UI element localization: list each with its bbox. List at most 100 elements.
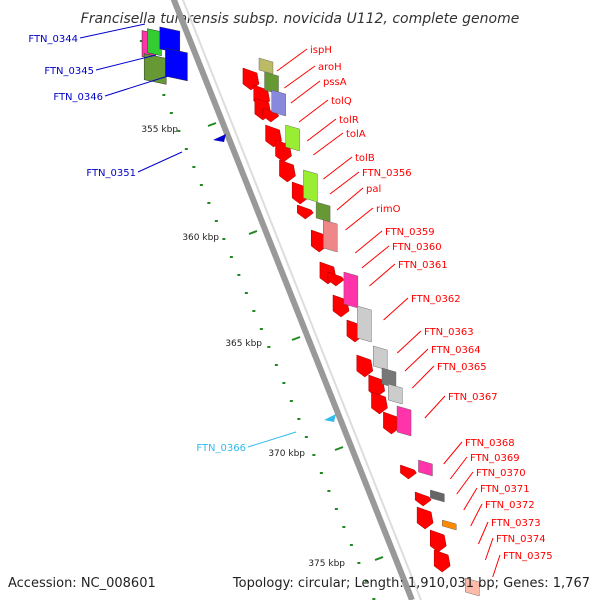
gene-leader-line <box>79 23 146 39</box>
scale-dot <box>199 184 203 186</box>
scale-tick-mark <box>291 336 301 341</box>
gene-leader-line <box>383 297 409 321</box>
scale-dot <box>169 112 173 114</box>
gene-label-right: FTN_0373 <box>491 518 541 529</box>
gene-label-right: FTN_0372 <box>485 500 535 511</box>
gene-leader-line <box>424 395 446 419</box>
scale-tick-label: 370 kbp <box>268 449 305 459</box>
scale-dot <box>229 256 233 258</box>
gene-label-right: tolA <box>346 129 366 140</box>
gene-arrow <box>433 549 451 573</box>
gene-leader-line <box>276 48 308 72</box>
scale-dot <box>282 382 286 384</box>
gene-label-right: rimO <box>376 204 401 215</box>
scale-dot <box>259 328 263 330</box>
gene-leader-line <box>470 503 483 527</box>
gene-label-right: FTN_0368 <box>465 438 515 449</box>
gene-block-left <box>165 47 188 82</box>
gene-label-right: pal <box>366 184 381 195</box>
gene-label-right: tolQ <box>331 96 352 107</box>
gene-block <box>418 459 433 477</box>
gene-leader-line <box>104 75 169 97</box>
gene-leader-line <box>323 156 353 180</box>
gene-label-left: FTN_0351 <box>86 168 136 179</box>
gene-arrow <box>400 464 417 480</box>
map-title: Francisella tularensis subsp. novicida U… <box>81 11 520 27</box>
accession-text: Accession: NC_008601 <box>8 576 156 591</box>
gene-label-right: FTN_0375 <box>503 551 553 562</box>
gene-leader-line <box>306 118 337 142</box>
gene-arrow <box>356 354 374 378</box>
gene-leader-line <box>492 554 501 578</box>
scale-dot <box>342 526 346 528</box>
gene-block-left <box>147 28 162 57</box>
gene-label-right: FTN_0359 <box>385 227 435 238</box>
gene-arrow <box>279 159 296 183</box>
scale-tick-label: 360 kbp <box>182 233 219 243</box>
scale-dot <box>184 148 188 150</box>
gene-leader-line <box>477 521 489 545</box>
gene-leader-line <box>456 471 474 495</box>
gene-label-right: aroH <box>318 62 342 73</box>
scale-dot <box>304 436 308 438</box>
gene-label-right: FTN_0371 <box>480 484 530 495</box>
scale-dot <box>222 238 226 240</box>
gene-block <box>430 489 445 503</box>
gene-block <box>303 169 318 203</box>
gene-leader-line <box>95 54 157 71</box>
gene-block <box>442 519 457 531</box>
gene-marker-ftn-0351 <box>213 134 226 142</box>
gene-leader-line <box>369 263 396 287</box>
gene-leader-line <box>396 330 422 354</box>
gene-label-right: tolB <box>355 153 375 164</box>
gene-block <box>388 383 403 405</box>
gene-leader-line <box>329 171 360 195</box>
gene-leader-line <box>484 537 494 561</box>
gene-block <box>396 405 412 437</box>
gene-label-right: FTN_0369 <box>470 453 520 464</box>
gene-label-right: FTN_0367 <box>448 392 498 403</box>
gene-block <box>373 345 388 371</box>
scale-tick-mark <box>248 230 258 235</box>
gene-leader-line <box>247 431 297 448</box>
gene-leader-line <box>412 365 435 389</box>
gene-block <box>323 219 338 253</box>
gene-arrow <box>327 271 345 287</box>
gene-label-right: FTN_0356 <box>362 168 412 179</box>
scale-dot <box>207 202 211 204</box>
scale-dot <box>214 220 218 222</box>
gene-block <box>343 271 359 309</box>
gene-leader-line <box>354 230 383 254</box>
gene-leader-line <box>361 245 390 269</box>
gene-block <box>357 305 372 343</box>
scale-tick-label: 355 kbp <box>141 125 178 135</box>
gene-label-right: FTN_0370 <box>476 468 526 479</box>
scale-tick-mark <box>374 556 384 561</box>
gene-arrow <box>297 204 314 220</box>
scale-dot <box>289 400 293 402</box>
gene-leader-line <box>336 187 364 211</box>
gene-block <box>258 57 274 75</box>
gene-label-right: pssA <box>323 77 347 88</box>
gene-marker-ftn-0366 <box>324 414 336 422</box>
gene-label-right: FTN_0374 <box>496 534 546 545</box>
scale-ticks: 355 kbp 360 kbp 365 kbp 370 kbp 375 kbp <box>139 40 384 600</box>
gene-arrow <box>429 529 447 553</box>
scale-dot <box>357 562 361 564</box>
gene-label-left: FTN_0344 <box>28 34 78 45</box>
scale-dot <box>139 40 143 42</box>
scale-dot <box>267 346 271 348</box>
gene-label-right: FTN_0360 <box>392 242 442 253</box>
gene-leader-line <box>345 207 374 231</box>
gene-leader-line <box>443 441 463 465</box>
gene-leader-line <box>137 151 183 173</box>
gene-label-right: tolR <box>339 115 359 126</box>
backbone-inner-line <box>181 0 422 600</box>
gene-block <box>315 201 331 223</box>
scale-dot <box>274 364 278 366</box>
gene-label-left: FTN_0366 <box>196 443 246 454</box>
gene-leader-line <box>298 99 329 123</box>
scale-dot <box>334 508 338 510</box>
